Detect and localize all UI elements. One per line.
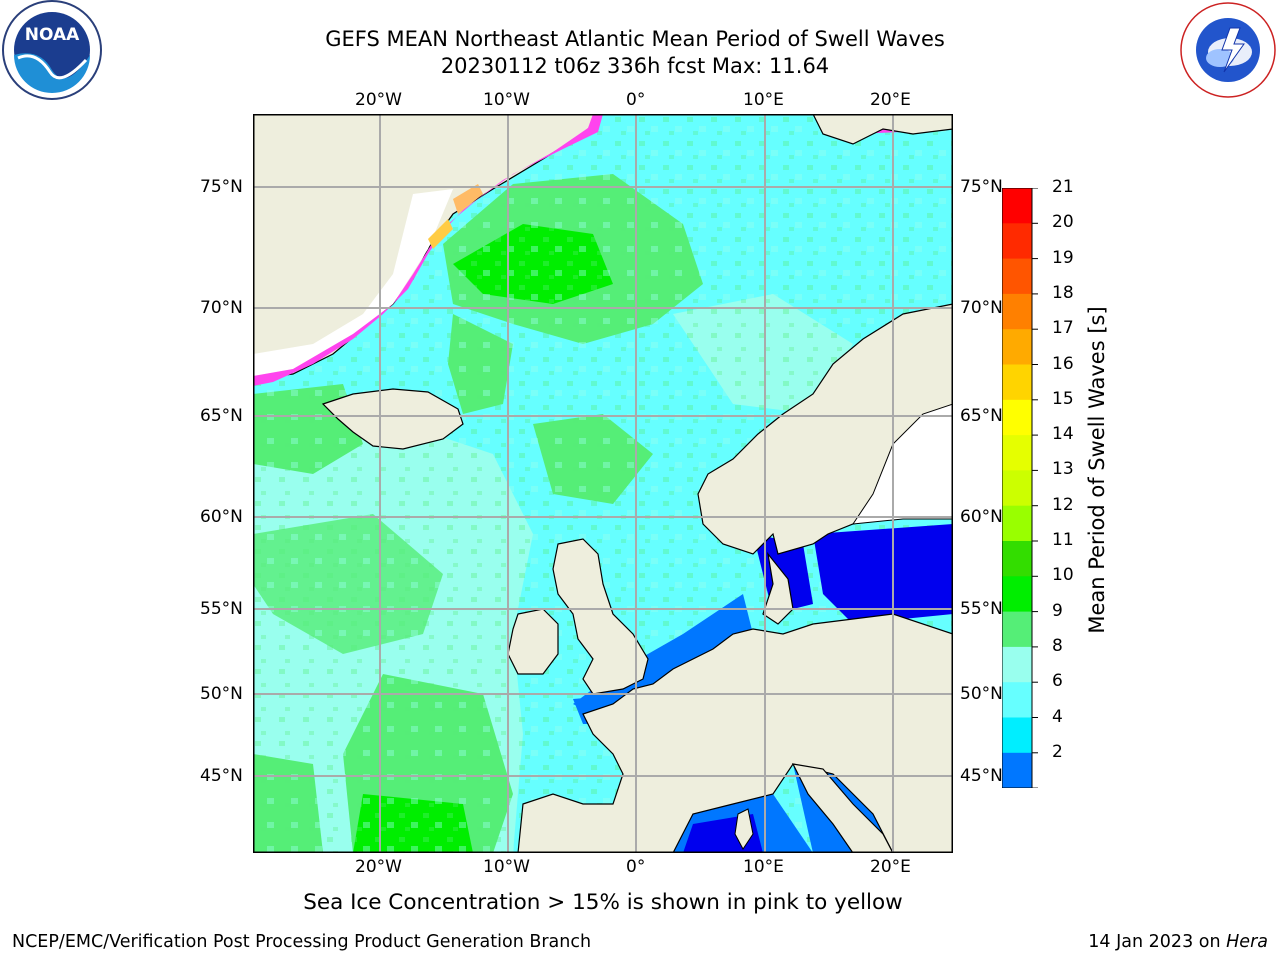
- credit-date: 14 Jan 2023 on: [1088, 932, 1227, 952]
- colorbar-segment: [1002, 611, 1032, 648]
- colorbar-segment: [1002, 293, 1032, 330]
- colorbar-tick-label: 2: [1052, 741, 1063, 762]
- colorbar-segment: [1002, 470, 1032, 507]
- lat-tick-left: 65°N: [200, 406, 243, 426]
- colorbar-label: Mean Period of Swell Waves [s]: [1085, 306, 1109, 634]
- lon-tick-bottom: 20°W: [355, 857, 402, 877]
- credit-left: NCEP/EMC/Verification Post Processing Pr…: [12, 932, 592, 952]
- lon-tick-top: 20°E: [870, 90, 911, 110]
- lat-tick-left: 45°N: [200, 766, 243, 786]
- colorbar-segment: [1002, 435, 1032, 471]
- colorbar-tick-label: 14: [1052, 424, 1074, 445]
- colorbar-tick-label: 15: [1052, 388, 1074, 409]
- lon-tick-top: 20°W: [355, 90, 402, 110]
- sea-ice-caption: Sea Ice Concentration > 15% is shown in …: [303, 890, 903, 915]
- lat-tick-right: 75°N: [960, 177, 1003, 197]
- colorbar-segment: [1002, 364, 1032, 401]
- lat-tick-left: 75°N: [200, 177, 243, 197]
- colorbar-tick-label: 12: [1052, 494, 1074, 515]
- colorbar-tick-label: 18: [1052, 282, 1074, 303]
- colorbar-tick-label: 19: [1052, 247, 1074, 268]
- colorbar-tick-label: 16: [1052, 353, 1074, 374]
- colorbar-tick-label: 6: [1052, 671, 1063, 692]
- colorbar-segment: [1002, 399, 1032, 436]
- colorbar-segment: [1002, 646, 1032, 683]
- lon-tick-bottom: 0°: [626, 857, 646, 877]
- colorbar-segment: [1002, 717, 1032, 754]
- colorbar-segment: [1002, 505, 1032, 542]
- colorbar-tick-label: 9: [1052, 600, 1063, 621]
- lon-tick-bottom: 20°E: [870, 857, 911, 877]
- colorbar-segment: [1002, 576, 1032, 613]
- chart-subtitle: 20230112 t06z 336h fcst Max: 11.64: [440, 54, 830, 78]
- lon-tick-top: 0°: [626, 90, 646, 110]
- colorbar-tick-label: 8: [1052, 635, 1063, 656]
- colorbar-segment: [1002, 541, 1032, 577]
- lon-tick-top: 10°W: [483, 90, 530, 110]
- colorbar-segment: [1002, 329, 1032, 365]
- lat-tick-left: 70°N: [200, 298, 243, 318]
- lat-tick-left: 60°N: [200, 507, 243, 527]
- nws-logo: [1180, 2, 1276, 98]
- lon-tick-top: 10°E: [743, 90, 784, 110]
- noaa-logo: NOAA: [2, 0, 102, 100]
- lon-tick-bottom: 10°E: [743, 857, 784, 877]
- chart-title: GEFS MEAN Northeast Atlantic Mean Period…: [325, 27, 945, 51]
- map-grid: [253, 114, 953, 853]
- lat-tick-right: 50°N: [960, 684, 1003, 704]
- lat-tick-left: 50°N: [200, 684, 243, 704]
- colorbar-segment: [1002, 188, 1032, 224]
- colorbar-segment: [1002, 223, 1032, 260]
- lat-tick-right: 70°N: [960, 298, 1003, 318]
- colorbar-tick-label: 13: [1052, 459, 1074, 480]
- lat-tick-right: 60°N: [960, 507, 1003, 527]
- credit-right: 14 Jan 2023 on Hera: [1088, 932, 1268, 952]
- colorbar-tick-label: 21: [1052, 177, 1074, 197]
- colorbar-tick-label: 20: [1052, 212, 1074, 233]
- colorbar-segment: [1002, 752, 1032, 788]
- colorbar-tick-label: 11: [1052, 530, 1074, 550]
- lon-tick-bottom: 10°W: [483, 857, 530, 877]
- colorbar-tick-label: 4: [1052, 706, 1063, 727]
- lat-tick-right: 45°N: [960, 766, 1003, 786]
- colorbar-segment: [1002, 682, 1032, 718]
- colorbar-segment: [1002, 258, 1032, 295]
- lat-tick-left: 55°N: [200, 599, 243, 619]
- colorbar: [1002, 188, 1038, 788]
- map-plot-area: [253, 114, 953, 853]
- lat-tick-right: 55°N: [960, 599, 1003, 619]
- lat-tick-right: 65°N: [960, 406, 1003, 426]
- noaa-logo-text: NOAA: [25, 25, 80, 45]
- credit-machine: Hera: [1226, 932, 1268, 952]
- colorbar-tick-label: 10: [1052, 565, 1074, 586]
- colorbar-tick-label: 17: [1052, 318, 1074, 339]
